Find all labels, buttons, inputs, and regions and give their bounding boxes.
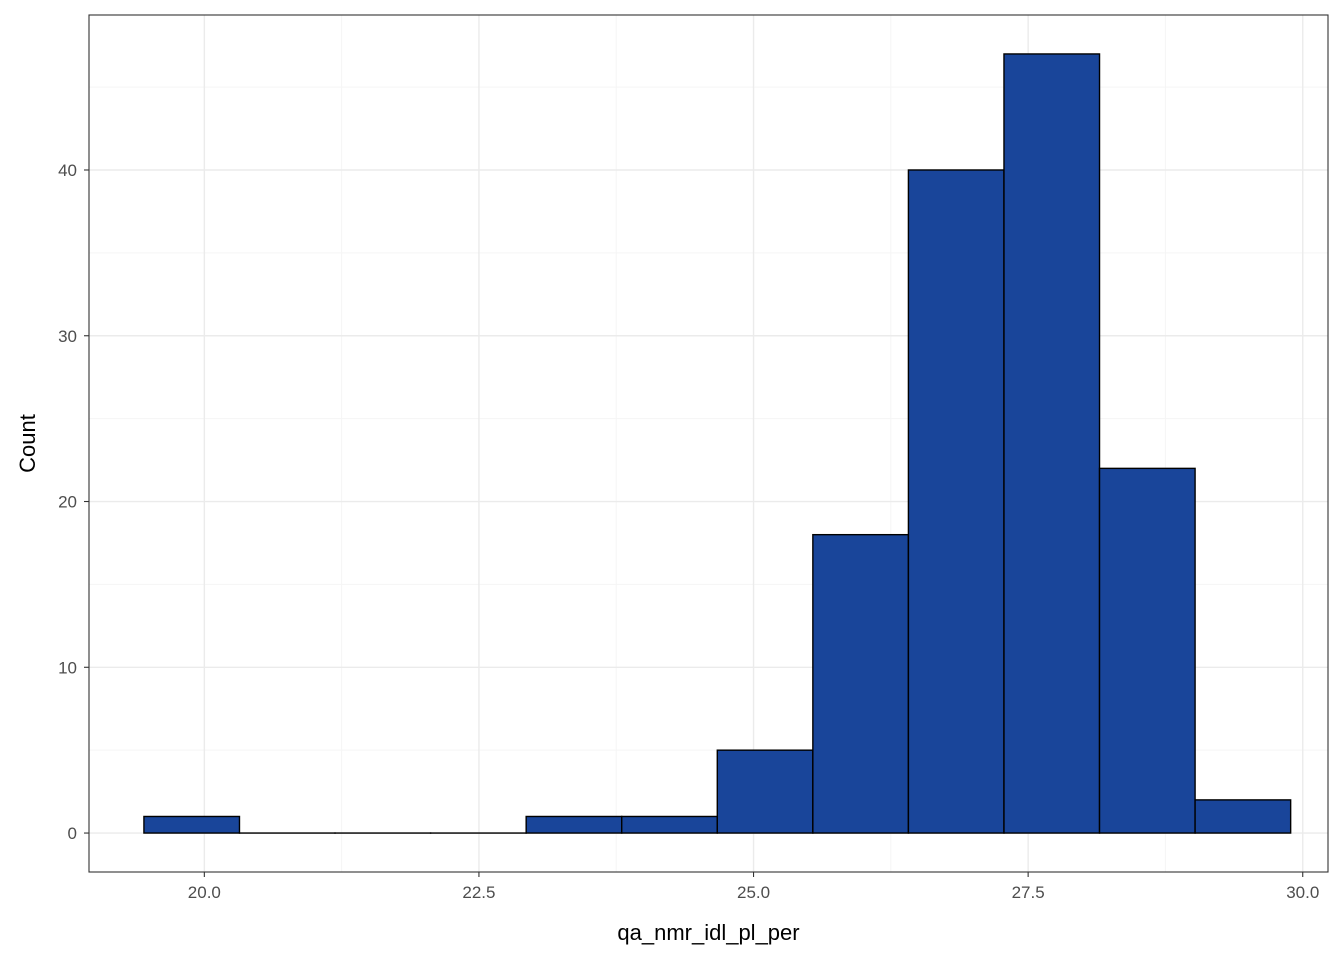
x-axis-ticks: 20.0 22.5 25.0 27.5 30.0 <box>188 872 1319 902</box>
histogram-bar <box>1003 53 1101 834</box>
x-axis-title: qa_nmr_idl_pl_per <box>617 920 799 945</box>
histogram-bars <box>143 53 1292 834</box>
histogram-bar <box>143 815 241 834</box>
histogram-bar <box>812 533 910 834</box>
panel-border <box>88 14 1329 873</box>
y-axis-title: Count <box>15 414 40 473</box>
y-axis-ticks: 0 10 20 30 40 <box>58 161 89 843</box>
y-tick-label: 30 <box>58 327 77 346</box>
y-tick-label: 40 <box>58 161 77 180</box>
x-tick-label: 30.0 <box>1286 883 1319 902</box>
y-tick-label: 0 <box>68 824 77 843</box>
histogram-bar <box>716 749 814 834</box>
histogram-bar <box>907 169 1005 834</box>
y-tick-label: 20 <box>58 493 77 512</box>
histogram-bar <box>525 815 623 834</box>
x-tick-label: 20.0 <box>188 883 221 902</box>
x-tick-label: 27.5 <box>1012 883 1045 902</box>
x-tick-label: 22.5 <box>462 883 495 902</box>
histogram-bar <box>1194 799 1292 834</box>
histogram-bar <box>621 815 718 834</box>
y-tick-label: 10 <box>58 658 77 677</box>
histogram-bar <box>1098 467 1196 834</box>
x-tick-label: 25.0 <box>737 883 770 902</box>
